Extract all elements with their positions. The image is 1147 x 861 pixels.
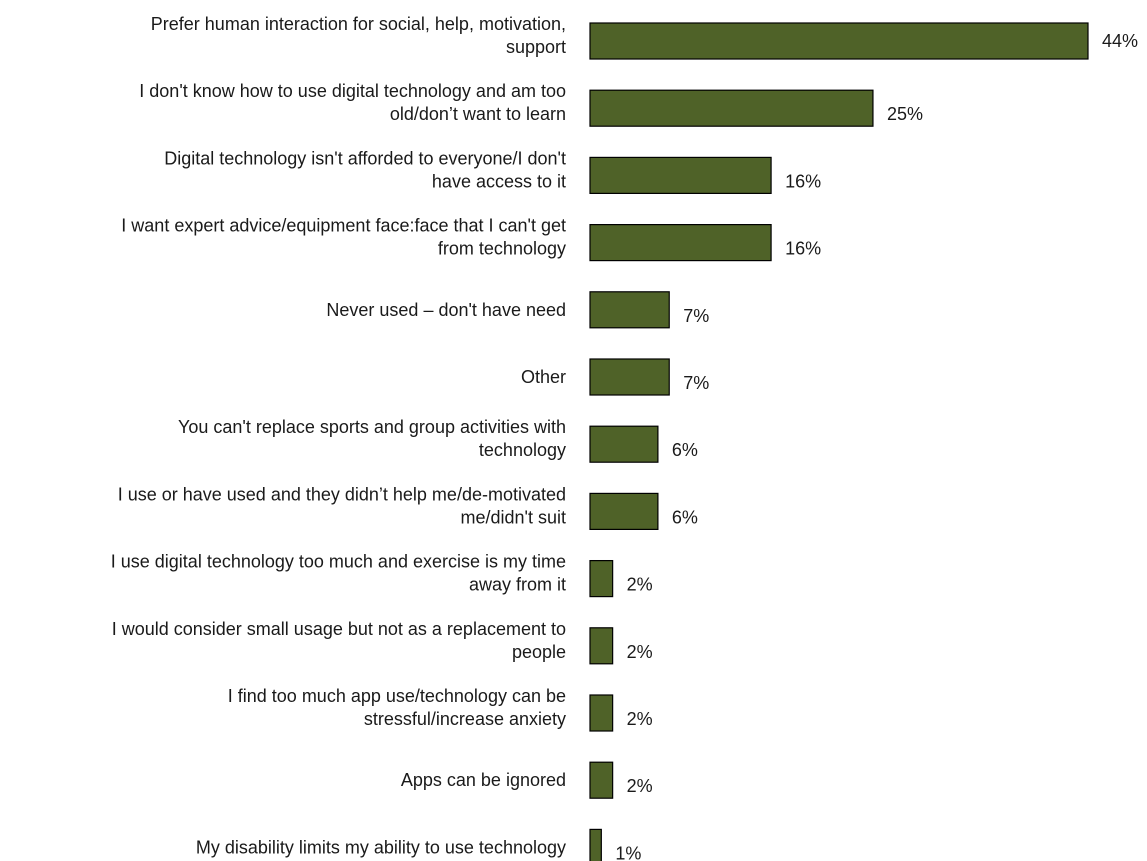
bar [589, 828, 602, 861]
category-label-line: I use or have used and they didn’t help … [118, 484, 566, 504]
category-label: I want expert advice/equipment face:face… [121, 216, 566, 259]
value-label: 2% [627, 642, 653, 662]
category-label: I would consider small usage but not as … [112, 619, 566, 662]
bar [589, 425, 659, 463]
category-label: My disability limits my ability to use t… [196, 837, 566, 857]
value-label: 6% [672, 440, 698, 460]
category-label-line: I find too much app use/technology can b… [228, 686, 566, 706]
category-label-line: Prefer human interaction for social, hel… [151, 14, 566, 34]
value-label: 1% [615, 843, 641, 861]
bar [589, 492, 659, 530]
value-label: 7% [683, 373, 709, 393]
value-label: 25% [887, 104, 923, 124]
category-label-line: Digital technology isn't afforded to eve… [164, 148, 566, 168]
category-label-line: old/don’t want to learn [390, 104, 566, 124]
category-label-line: people [512, 642, 566, 662]
value-label: 44% [1102, 31, 1138, 51]
category-label-line: Apps can be ignored [401, 770, 566, 790]
category-label: I use digital technology too much and ex… [111, 552, 566, 595]
category-label: Other [521, 367, 566, 387]
category-label: Apps can be ignored [401, 770, 566, 790]
category-label: Never used – don't have need [326, 300, 566, 320]
value-label: 16% [785, 171, 821, 191]
category-label: I find too much app use/technology can b… [228, 686, 566, 729]
category-label-line: I use digital technology too much and ex… [111, 552, 566, 572]
category-label-line: have access to it [432, 171, 566, 191]
bar [589, 89, 874, 127]
bar [589, 22, 1089, 60]
bar [589, 358, 670, 396]
category-label-line: I don't know how to use digital technolo… [139, 81, 566, 101]
value-label: 16% [785, 239, 821, 259]
value-labels-layer: 44% 25% 16% 16% 7% 7% 6% 6% 2% 2% 2% 2% 1% [615, 31, 1138, 861]
bars-layer [589, 22, 1089, 861]
value-label: 2% [627, 776, 653, 796]
category-label: Prefer human interaction for social, hel… [151, 14, 566, 57]
category-label-line: away from it [469, 575, 566, 595]
category-label-line: Other [521, 367, 566, 387]
value-label: 6% [672, 507, 698, 527]
value-label: 2% [627, 575, 653, 595]
category-label-line: me/didn't suit [461, 507, 567, 527]
value-label: 2% [627, 709, 653, 729]
category-label: I don't know how to use digital technolo… [139, 81, 566, 124]
bar [589, 627, 614, 665]
bar [589, 224, 772, 262]
category-label: Digital technology isn't afforded to eve… [164, 148, 566, 191]
category-label: I use or have used and they didn’t help … [118, 484, 566, 527]
value-label: 7% [683, 306, 709, 326]
category-label-line: You can't replace sports and group activ… [178, 417, 566, 437]
category-label-line: stressful/increase anxiety [364, 709, 566, 729]
category-label-line: My disability limits my ability to use t… [196, 837, 566, 857]
bar [589, 291, 670, 329]
category-label: You can't replace sports and group activ… [178, 417, 566, 460]
category-label-line: I would consider small usage but not as … [112, 619, 566, 639]
bar [589, 694, 614, 732]
bar [589, 559, 614, 598]
category-label-line: I want expert advice/equipment face:face… [121, 216, 566, 236]
category-label-line: support [506, 37, 566, 57]
bar [589, 761, 614, 799]
category-label-line: Never used – don't have need [326, 300, 566, 320]
category-label-line: technology [479, 440, 566, 460]
category-labels-layer: Prefer human interaction for social, hel… [111, 14, 566, 857]
bar [589, 156, 772, 194]
category-label-line: from technology [438, 239, 566, 259]
